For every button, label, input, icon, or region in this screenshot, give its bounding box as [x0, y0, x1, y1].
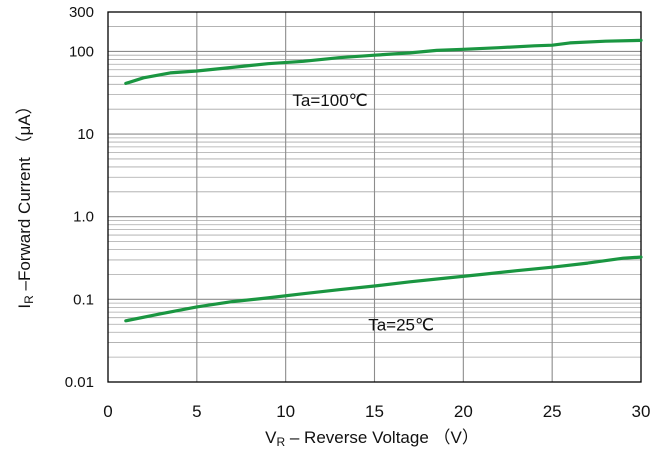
x-tick-label: 0: [103, 402, 112, 421]
y-axis-label-main: I: [15, 304, 34, 309]
series-layer: [124, 38, 643, 323]
y-tick-label: 100: [69, 43, 94, 60]
x-tick-label: 20: [454, 402, 473, 421]
series-labels: Ta=100℃ Ta=25℃: [292, 91, 434, 335]
series-line-1: [124, 255, 643, 323]
y-tick-label: 0.01: [65, 374, 94, 391]
x-axis-label: VR – Reverse Voltage （V）: [265, 428, 479, 449]
x-axis-label-subscript: R: [276, 435, 285, 449]
x-axis-label-rest: – Reverse Voltage （V）: [285, 428, 479, 447]
y-tick-label: 300: [69, 4, 94, 21]
plot-area-frame: [107, 11, 642, 383]
series-label-0: Ta=100℃: [292, 91, 367, 110]
series-label-1: Ta=25℃: [368, 315, 434, 334]
series-line-0: [124, 38, 643, 86]
y-tick-label: 1.0: [73, 209, 94, 226]
x-tick-labels: 0 5 10 15 20 25 30: [103, 402, 650, 421]
y-tick-label: 10: [77, 126, 94, 143]
major-gridlines: [108, 12, 641, 382]
x-tick-label: 25: [543, 402, 562, 421]
y-axis-label-rest: –Forward Current （μA）: [15, 97, 34, 295]
x-tick-label: 5: [192, 402, 201, 421]
y-axis-label: IR –Forward Current （μA）: [15, 97, 36, 308]
y-axis-label-subscript: R: [22, 295, 36, 304]
y-tick-labels: 0.01 0.1 1.0 10 100 300: [65, 4, 94, 391]
x-tick-label: 10: [276, 402, 295, 421]
x-axis-label-main: V: [265, 428, 277, 447]
x-tick-label: 15: [365, 402, 384, 421]
x-tick-label: 30: [632, 402, 651, 421]
y-tick-label: 0.1: [73, 291, 94, 308]
